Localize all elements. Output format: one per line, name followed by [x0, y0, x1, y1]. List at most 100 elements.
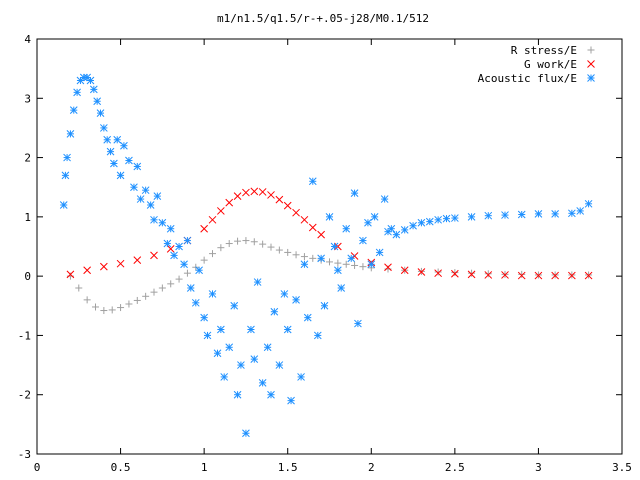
data-point: [280, 290, 289, 298]
data-point: [225, 343, 234, 352]
data-point: [297, 373, 305, 381]
data-point: [584, 271, 593, 280]
data-point: [309, 254, 317, 262]
data-point: [409, 221, 417, 230]
data-point: [83, 266, 91, 275]
data-point: [325, 213, 334, 221]
data-point: [100, 307, 108, 315]
data-point: [247, 325, 255, 334]
data-point: [351, 261, 359, 269]
data-point: [334, 266, 342, 275]
data-point: [203, 331, 212, 340]
data-point: [517, 271, 526, 280]
data-point: [133, 162, 142, 171]
legend-label: G work/E: [524, 58, 577, 71]
data-point: [191, 298, 200, 307]
data-point: [375, 248, 384, 257]
data-point: [370, 213, 379, 221]
series-1: [66, 187, 593, 280]
data-point: [242, 429, 250, 438]
data-point: [442, 214, 451, 223]
data-point: [86, 76, 95, 85]
data-point: [230, 301, 239, 310]
x-tick-label: 0: [34, 461, 41, 474]
data-point: [308, 223, 317, 232]
data-point: [484, 270, 492, 278]
data-point: [347, 254, 356, 263]
data-point: [195, 266, 203, 275]
data-point: [130, 183, 138, 192]
data-point: [267, 243, 275, 251]
data-point: [484, 271, 493, 279]
data-point: [66, 130, 75, 138]
data-point: [125, 300, 133, 308]
data-point: [116, 171, 125, 180]
data-point: [170, 251, 178, 260]
data-point: [568, 209, 576, 218]
data-point: [220, 373, 229, 381]
x-tick-label: 1: [201, 461, 208, 474]
x-tick-label: 3: [535, 461, 542, 474]
data-point: [501, 211, 509, 219]
plot-frame: [36, 38, 623, 455]
x-tick-label: 2: [368, 461, 375, 474]
data-point: [258, 379, 267, 387]
data-point: [59, 201, 68, 209]
data-point: [63, 153, 71, 162]
data-point: [300, 253, 308, 261]
data-point: [146, 201, 155, 209]
data-point: [217, 244, 225, 252]
data-point: [225, 198, 234, 207]
data-point: [250, 355, 259, 363]
x-tick-label: 3.5: [612, 461, 632, 474]
data-point: [158, 284, 166, 292]
data-point: [200, 224, 208, 233]
data-point: [330, 242, 339, 251]
y-tick-label: -3: [18, 448, 31, 461]
y-tick-label: 1: [24, 211, 31, 224]
data-point: [234, 237, 242, 245]
data-point: [518, 270, 526, 278]
data-point: [217, 325, 225, 334]
data-point: [367, 260, 376, 269]
data-point: [468, 269, 476, 277]
data-point: [113, 135, 122, 144]
data-point: [213, 349, 222, 358]
data-point: [110, 159, 118, 168]
data-point: [217, 207, 225, 215]
data-point: [108, 306, 116, 314]
y-tick-label: 4: [24, 33, 31, 46]
data-point: [467, 270, 476, 279]
data-point: [287, 396, 295, 405]
data-point: [258, 188, 267, 196]
data-point: [93, 97, 102, 106]
data-point: [434, 268, 442, 276]
data-point: [451, 269, 459, 277]
data-point: [186, 284, 195, 292]
data-point: [270, 307, 279, 316]
data-point: [317, 254, 325, 263]
data-point: [359, 263, 367, 271]
legend-label: Acoustic flux/E: [478, 72, 577, 85]
data-point: [133, 256, 142, 264]
x-tick-label: 0.5: [111, 461, 131, 474]
data-point: [313, 331, 322, 340]
data-point: [183, 269, 191, 277]
data-point: [451, 214, 459, 222]
data-point: [283, 201, 292, 210]
data-point: [96, 109, 105, 117]
data-point: [250, 238, 258, 246]
data-point: [158, 218, 167, 227]
data-point: [354, 319, 362, 328]
series-2: [59, 73, 593, 438]
data-point: [292, 251, 300, 259]
data-point: [253, 278, 262, 286]
data-point: [166, 224, 175, 233]
data-point: [69, 106, 78, 114]
data-point: [100, 124, 108, 132]
data-point: [120, 141, 128, 150]
data-point: [283, 325, 292, 334]
y-tick-label: -2: [18, 389, 31, 402]
series-0: [66, 237, 593, 315]
